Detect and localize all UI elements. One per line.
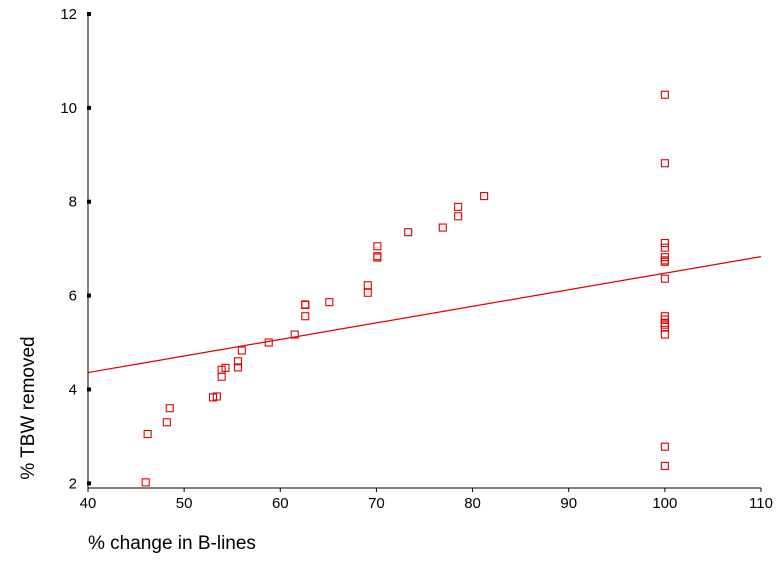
y-tick-mark — [87, 387, 91, 392]
x-tick-label: 60 — [272, 495, 289, 512]
data-point — [325, 298, 334, 307]
y-tick-label: 6 — [69, 288, 77, 305]
data-point — [363, 288, 372, 297]
data-point — [165, 404, 174, 413]
data-point — [233, 363, 243, 372]
y-tick-mark — [87, 105, 91, 110]
data-point — [143, 429, 152, 439]
data-point — [660, 322, 669, 332]
data-point — [363, 281, 372, 290]
y-tick-mark — [87, 293, 91, 298]
x-tick-label: 80 — [464, 495, 481, 512]
data-point — [290, 330, 299, 339]
data-point — [373, 252, 382, 261]
data-point — [660, 243, 669, 252]
data-point — [301, 312, 310, 321]
data-point — [454, 212, 463, 221]
data-point — [237, 346, 246, 355]
data-point — [141, 478, 150, 487]
x-tick-label: 70 — [368, 495, 385, 512]
x-tick-label: 40 — [80, 495, 97, 512]
data-point — [301, 300, 310, 310]
y-tick-label: 8 — [69, 194, 77, 211]
data-point — [212, 392, 221, 401]
data-point — [660, 257, 669, 266]
y-tick-mark — [87, 199, 91, 204]
y-tick-label: 12 — [60, 6, 77, 23]
x-axis-title: % change in B-lines — [88, 533, 256, 554]
data-point — [480, 192, 489, 201]
data-point — [660, 320, 669, 329]
x-tick-label: 50 — [176, 495, 193, 512]
y-tick-label: 4 — [69, 381, 77, 398]
axes-layer — [87, 14, 761, 489]
fit-line — [87, 256, 762, 374]
data-point — [660, 274, 669, 283]
data-point — [454, 202, 463, 211]
x-tick-label: 110 — [749, 495, 773, 512]
data-point — [660, 461, 669, 470]
data-point — [221, 363, 230, 372]
data-point — [301, 300, 310, 309]
data-point — [660, 330, 669, 339]
data-point — [162, 418, 171, 427]
data-point — [660, 238, 669, 248]
y-tick-label: 10 — [60, 100, 77, 117]
data-point — [660, 442, 669, 451]
data-point — [373, 242, 382, 251]
data-point — [264, 338, 273, 347]
x-tick-label: 100 — [652, 495, 677, 512]
data-point — [217, 372, 226, 381]
y-tick-mark — [87, 12, 91, 16]
x-tick-label: 90 — [560, 495, 577, 512]
y-axis-title: % TBW removed — [18, 336, 39, 479]
fit-line-layer — [87, 256, 762, 374]
data-point — [233, 357, 243, 366]
data-point — [660, 90, 669, 99]
ticks-layer: 2 4 6 8 10 12 40 50 60 70 80 90 100 110 — [60, 6, 773, 512]
data-point — [660, 159, 669, 168]
data-point — [438, 223, 447, 232]
y-tick-label: 2 — [69, 475, 77, 492]
points-layer — [141, 90, 669, 487]
y-tick-mark — [87, 481, 91, 486]
data-point — [404, 228, 413, 237]
